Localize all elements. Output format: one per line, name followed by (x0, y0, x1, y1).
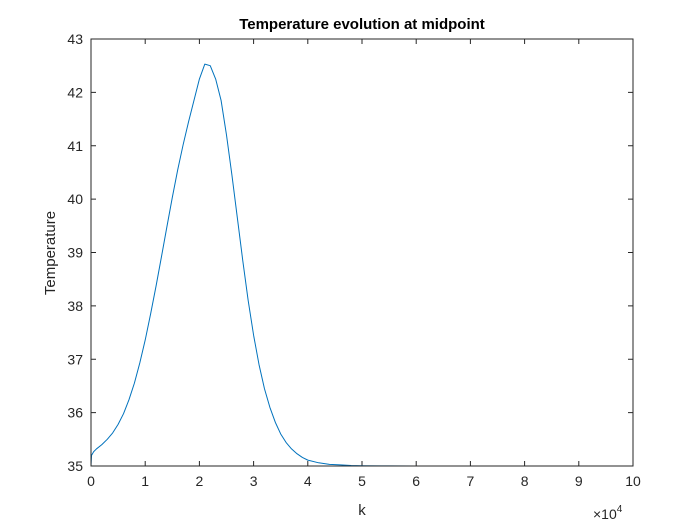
chart-title: Temperature evolution at midpoint (239, 16, 485, 33)
y-tick-label: 43 (67, 31, 83, 47)
plot-area (91, 39, 633, 466)
y-tick-label: 35 (67, 458, 83, 474)
x-tick-label: 5 (358, 473, 366, 489)
y-tick-label: 37 (67, 351, 83, 367)
y-tick-label: 39 (67, 245, 83, 261)
x-tick-label: 9 (575, 473, 583, 489)
x-tick-label: 3 (250, 473, 258, 489)
x-tick-label: 2 (196, 473, 204, 489)
y-tick-label: 41 (67, 138, 83, 154)
x-tick-label: 6 (412, 473, 420, 489)
y-tick-label: 42 (67, 84, 83, 100)
x-tick-label: 7 (467, 473, 475, 489)
y-tick-label: 40 (67, 191, 83, 207)
x-exponent-power: 4 (617, 504, 623, 515)
y-axis-label: Temperature (42, 211, 59, 295)
x-tick-label: 0 (87, 473, 95, 489)
x-tick-label: 10 (625, 473, 641, 489)
y-tick-label: 38 (67, 298, 83, 314)
x-exponent-label: ×104 (593, 504, 623, 522)
x-tick-labels: 0 1 2 3 4 5 6 7 8 9 10 (87, 473, 641, 489)
series-line (90, 63, 634, 467)
x-axis-label: k (358, 502, 366, 519)
x-tick-label: 4 (304, 473, 312, 489)
x-exponent-base: ×10 (593, 506, 617, 522)
x-tick-label: 1 (141, 473, 149, 489)
y-tick-label: 36 (67, 405, 83, 421)
x-tick-label: 8 (521, 473, 529, 489)
y-tick-labels: 35 36 37 38 39 40 41 42 43 (67, 31, 83, 474)
axes-box (90, 38, 634, 467)
